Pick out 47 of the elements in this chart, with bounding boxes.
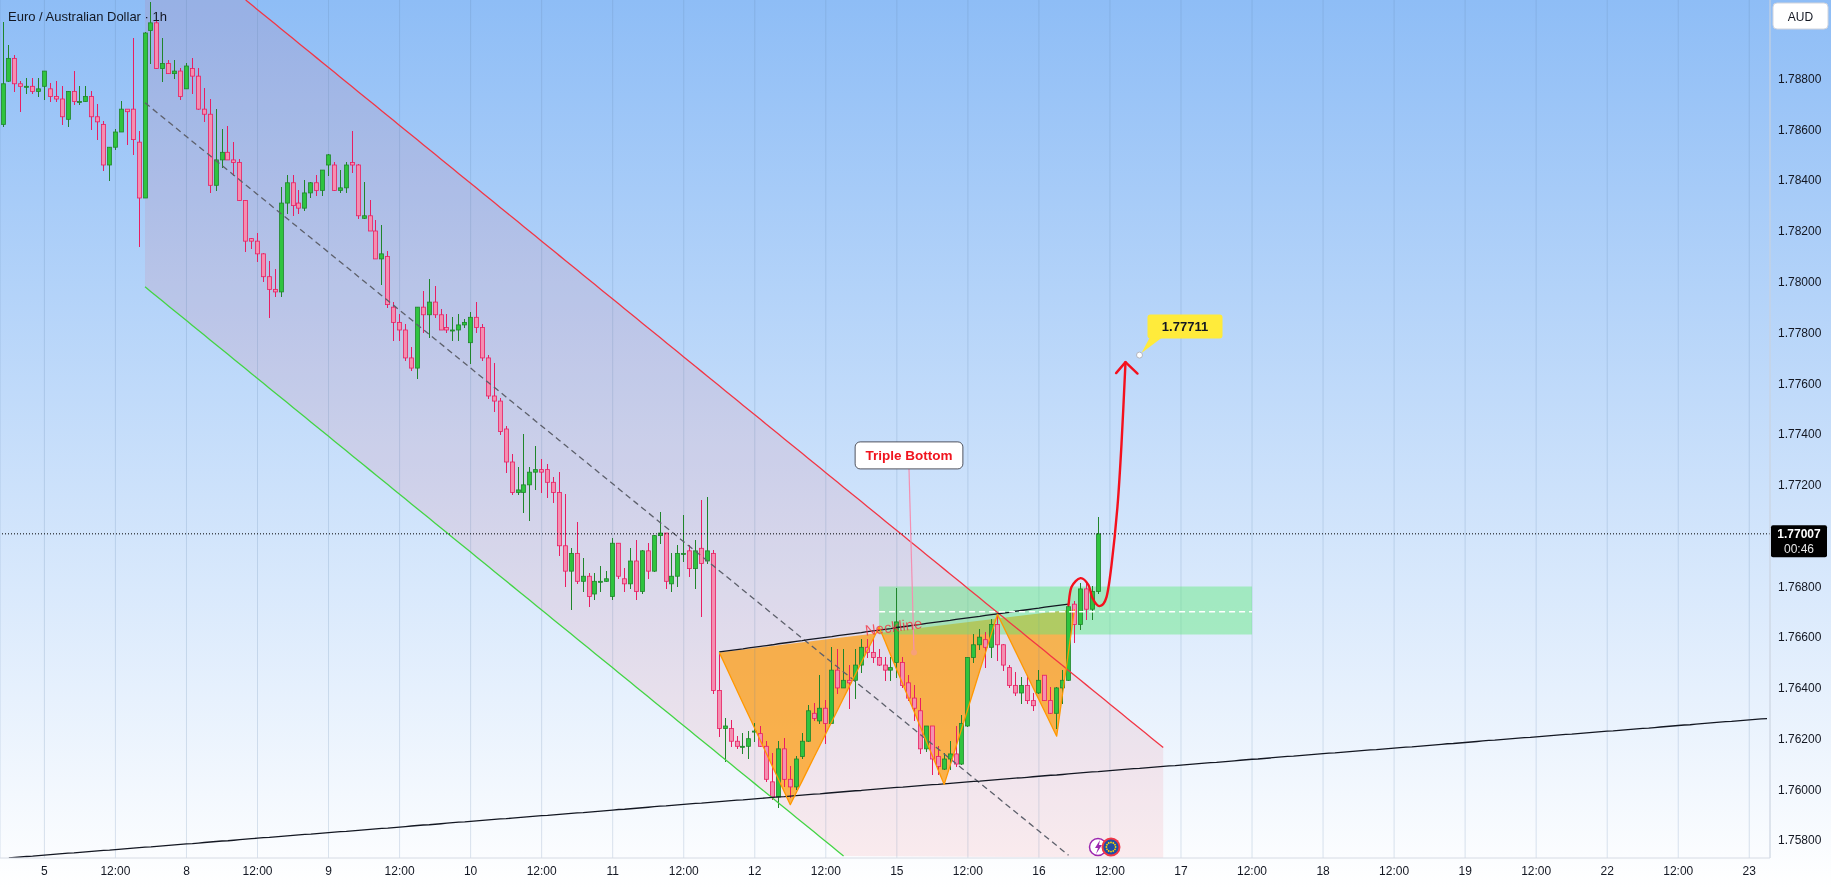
y-tick-label: 1.78800 xyxy=(1778,71,1822,86)
text: Euro / Australian Dollar · 1h xyxy=(8,9,167,24)
y-tick-label: 1.77200 xyxy=(1778,478,1822,493)
y-axis-title: AUD xyxy=(1787,9,1814,24)
x-tick-label: 8 xyxy=(183,863,191,878)
annotation: Triple Bottom xyxy=(865,448,953,464)
x-tick-label: 12:00 xyxy=(1663,863,1694,878)
x-tick-label: 23 xyxy=(1742,863,1757,878)
x-tick-label: 10 xyxy=(463,863,478,878)
x-tick-label: 12:00 xyxy=(242,863,273,878)
y-tick-label: 1.78200 xyxy=(1778,224,1822,239)
x-tick-label: 12 xyxy=(748,863,762,878)
x-tick-label: 12:00 xyxy=(100,863,131,878)
ref-line-label: 1.77007 xyxy=(1777,527,1822,542)
y-tick-label: 1.78600 xyxy=(1778,122,1822,137)
y-tick-label: 1.76200 xyxy=(1778,731,1822,746)
x-tick-label: 16 xyxy=(1032,863,1046,878)
x-tick-label: 9 xyxy=(325,863,333,878)
y-tick-label: 1.77800 xyxy=(1778,325,1822,340)
x-tick-label: 12:00 xyxy=(384,863,415,878)
x-tick-label: 12:00 xyxy=(952,863,984,878)
x-tick-label: 5 xyxy=(41,863,49,878)
x-tick-label: 12:00 xyxy=(1521,863,1552,878)
x-tick-label: 12:00 xyxy=(1237,863,1268,878)
y-tick-label: 1.77400 xyxy=(1778,427,1822,442)
x-tick-label: 11 xyxy=(606,863,620,878)
x-tick-label: 12:00 xyxy=(668,863,700,878)
annotation: 1.77711 xyxy=(1161,319,1209,335)
y-tick-label: 1.75800 xyxy=(1778,833,1822,848)
y-tick-label: 1.78000 xyxy=(1778,275,1822,290)
x-tick-label: 12:00 xyxy=(1094,863,1126,878)
y-tick-label: 1.76800 xyxy=(1778,579,1822,594)
x-tick-label: 12:00 xyxy=(810,863,842,878)
x-tick-label: 17 xyxy=(1174,863,1188,878)
x-tick-label: 12:00 xyxy=(526,863,557,878)
y-tick-label: 1.76600 xyxy=(1778,630,1822,645)
x-tick-label: 15 xyxy=(890,863,904,878)
text: 00:46 xyxy=(1783,542,1815,557)
y-tick-label: 1.76000 xyxy=(1778,782,1822,797)
x-tick-label: 19 xyxy=(1458,863,1473,878)
y-tick-label: 1.78400 xyxy=(1778,173,1822,188)
x-tick-label: 12:00 xyxy=(1379,863,1410,878)
y-tick-label: 1.77600 xyxy=(1778,376,1822,391)
x-tick-label: 22 xyxy=(1600,863,1615,878)
x-tick-label: 18 xyxy=(1316,863,1331,878)
annotation: Neckline xyxy=(863,614,924,639)
y-tick-label: 1.76400 xyxy=(1778,681,1822,696)
